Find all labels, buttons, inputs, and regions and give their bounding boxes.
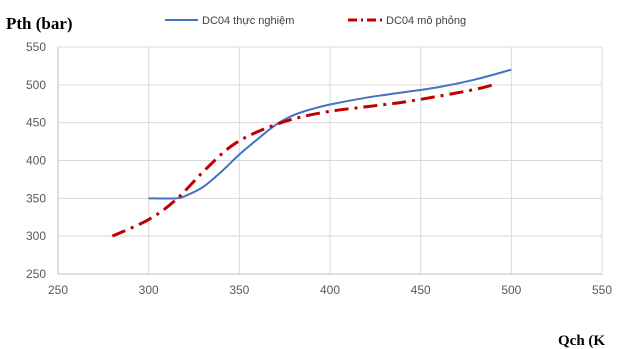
y-tick-label: 300 <box>26 229 46 243</box>
x-tick-label: 400 <box>320 283 340 297</box>
series-line-1 <box>148 68 512 200</box>
x-tick-label: 550 <box>592 283 612 297</box>
x-tick-label: 300 <box>139 283 159 297</box>
y-axis-title: Pth (bar) <box>6 14 73 33</box>
x-tick-label: 450 <box>411 283 431 297</box>
y-tick-label: 550 <box>26 40 46 54</box>
legend: DC04 thực nghiệm DC04 mô phỏng <box>165 15 466 27</box>
x-tick-label: 500 <box>501 283 521 297</box>
series <box>111 68 512 238</box>
y-tick-label: 450 <box>26 116 46 130</box>
y-tick-label: 500 <box>26 78 46 92</box>
y-tick-label: 250 <box>26 267 46 281</box>
tick-labels: 250 300 350 400 450 500 550 250 300 350 400 450 500 5… <box>26 40 612 297</box>
grid <box>57 46 603 275</box>
legend-label-series-2: DC04 mô phỏng <box>386 15 466 27</box>
y-tick-label: 400 <box>26 154 46 168</box>
x-tick-label: 250 <box>48 283 68 297</box>
x-tick-label: 350 <box>229 283 249 297</box>
legend-label-series-1: DC04 thực nghiệm <box>202 15 294 27</box>
y-tick-label: 350 <box>26 191 46 205</box>
x-axis-title: Qch (K <box>558 333 605 349</box>
